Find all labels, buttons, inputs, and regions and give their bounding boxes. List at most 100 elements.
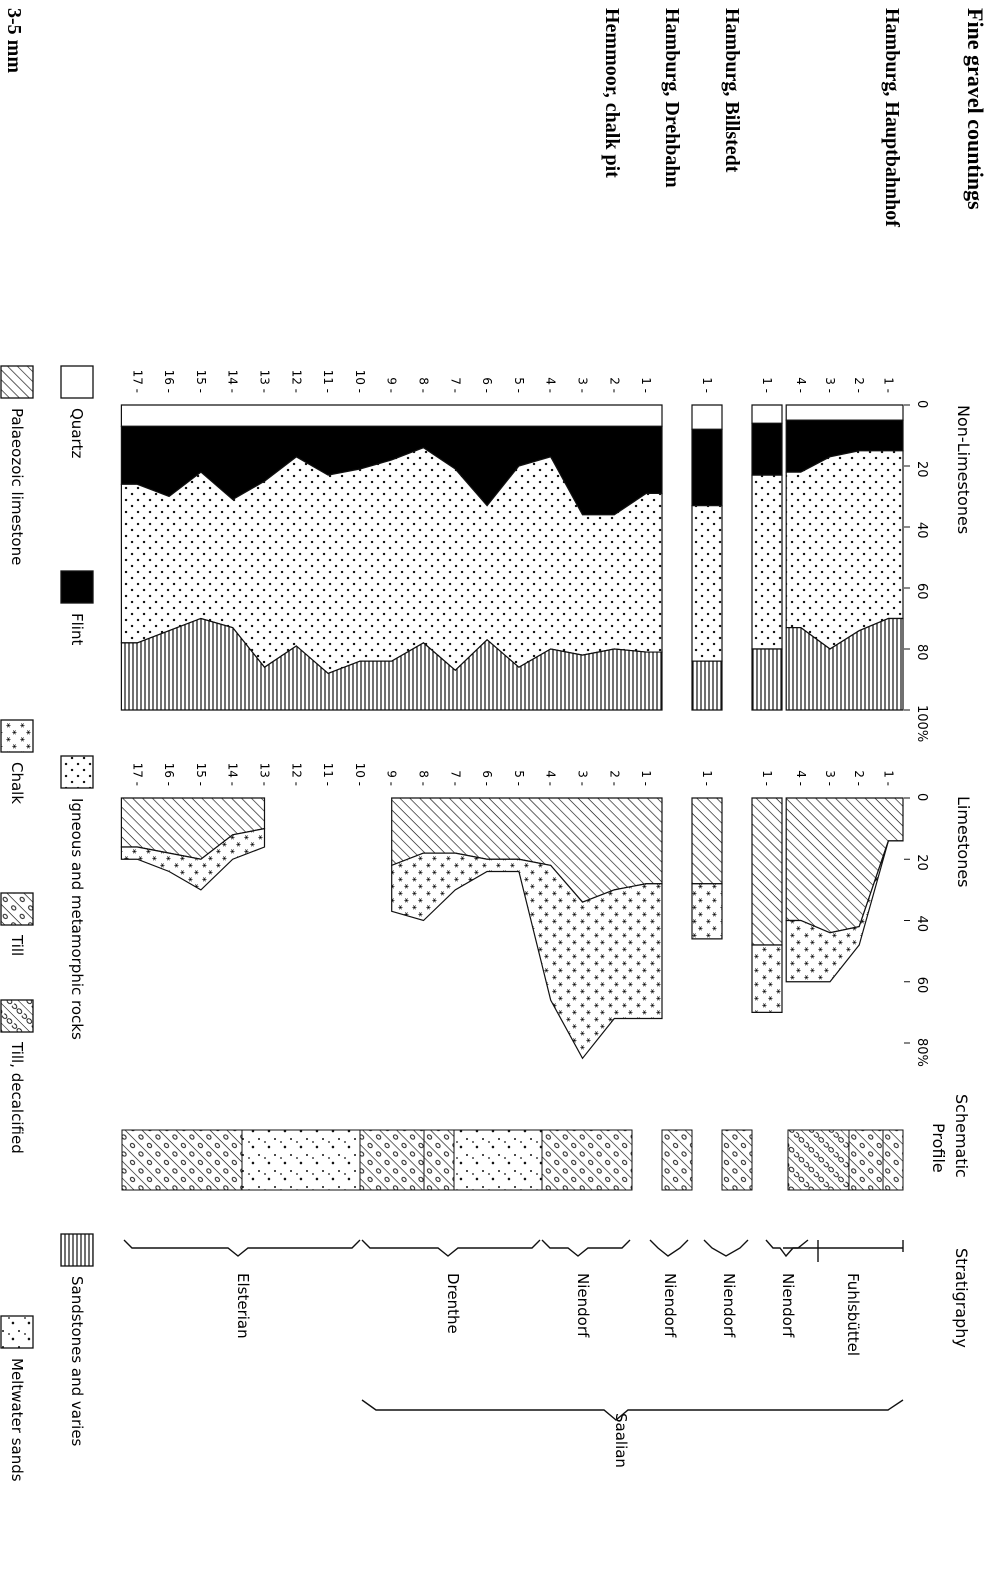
tick-label: 100% xyxy=(914,705,929,742)
legend-swatch xyxy=(0,365,34,399)
series-area xyxy=(751,944,783,1013)
sample-label: 2 - xyxy=(607,377,621,393)
tick-label: 40 xyxy=(914,522,929,539)
legend-label: Till xyxy=(8,934,26,956)
legend-swatch xyxy=(0,892,34,926)
sample-label: 4 - xyxy=(544,377,558,393)
legend-label: Flint xyxy=(68,613,86,645)
sample-label: 8 - xyxy=(417,377,431,393)
legend-label: Meltwater sands xyxy=(8,1358,26,1482)
sample-label: 9 - xyxy=(385,770,399,786)
header-stratigraphy: Stratigraphy xyxy=(952,1248,971,1348)
sample-label: 2 - xyxy=(607,770,621,786)
series-area xyxy=(691,505,723,662)
sample-label: 1 - xyxy=(700,770,714,786)
series-area xyxy=(785,797,904,934)
profile-block xyxy=(661,1129,693,1191)
schematic-profile xyxy=(121,1129,904,1191)
strat-brace xyxy=(123,1239,361,1257)
sample-label: 4 - xyxy=(794,377,808,393)
strat-label: Niendorf xyxy=(720,1273,738,1338)
header-non-limestones: Non-Limestones xyxy=(954,405,973,534)
sample-label: 11 - xyxy=(321,763,335,786)
tick-label: 40 xyxy=(914,916,929,933)
site-label: Hamburg, Drehbahn xyxy=(661,8,683,188)
tick-label: 20 xyxy=(914,854,929,871)
sample-label: 5 - xyxy=(512,377,526,393)
legend-label: Chalk xyxy=(8,762,26,804)
legend-swatch xyxy=(60,755,94,789)
sample-label: 1 - xyxy=(881,377,895,393)
legend-label: Igneous and metamorphic rocks xyxy=(68,798,86,1040)
sample-label: 13 - xyxy=(258,763,272,786)
strat-label: Saalian xyxy=(612,1413,630,1468)
strat-brace xyxy=(361,1399,904,1421)
sample-label: 17 - xyxy=(130,370,144,393)
profile-block xyxy=(721,1129,753,1191)
sample-label: 3 - xyxy=(823,770,837,786)
sample-label: 6 - xyxy=(480,770,494,786)
strat-brace xyxy=(649,1239,689,1257)
sample-label: 3 - xyxy=(576,770,590,786)
sample-label: 16 - xyxy=(162,370,176,393)
sample-label: 15 - xyxy=(194,763,208,786)
legend-swatch xyxy=(60,365,94,399)
sample-label: 13 - xyxy=(258,370,272,393)
profile-block xyxy=(359,1129,425,1191)
sample-label: 2 - xyxy=(852,377,866,393)
tick-label: 0 xyxy=(914,400,929,408)
sample-label: 1 - xyxy=(881,770,895,786)
tick-label: 80 xyxy=(914,644,929,661)
legend-label: Quartz xyxy=(68,408,86,459)
non-limestones-chart: 0 20 40 60 80 100% 1 - 2 - 3 - 4 - 1 - 1 - 1 - 2 - 3 -… xyxy=(120,370,929,742)
series-area xyxy=(691,883,723,940)
sample-label: 3 - xyxy=(823,377,837,393)
profile-block xyxy=(541,1129,633,1191)
sample-label: 1 - xyxy=(639,770,653,786)
tick-label: 80% xyxy=(914,1038,929,1067)
legend-swatch xyxy=(60,570,94,604)
sample-label: 8 - xyxy=(417,770,431,786)
series-area xyxy=(691,797,723,885)
series-area xyxy=(785,617,904,711)
legend-swatch xyxy=(0,719,34,753)
legend-label: Sandstones and varies xyxy=(68,1276,86,1447)
sample-label: 7 - xyxy=(448,770,462,786)
figure-title: Fine gravel countings xyxy=(963,8,988,210)
sample-label: 14 - xyxy=(226,763,240,786)
sample-label: 1 - xyxy=(639,377,653,393)
strat-label: Elsterian xyxy=(234,1273,252,1339)
sample-label: 16 - xyxy=(162,763,176,786)
profile-block xyxy=(848,1129,884,1191)
series-area xyxy=(751,404,783,424)
sample-label: 1 - xyxy=(700,377,714,393)
sample-label: 17 - xyxy=(130,763,144,786)
series-area xyxy=(691,660,723,711)
profile-block xyxy=(453,1129,543,1191)
profile-block xyxy=(787,1129,850,1191)
profile-block xyxy=(423,1129,455,1191)
legend: Quartz Flint Igneous and metamorphic rocks… xyxy=(0,365,94,1482)
site-label: Hamburg, Hauptbahnhof xyxy=(881,8,903,227)
series-area xyxy=(751,422,783,476)
sample-label: 9 - xyxy=(385,377,399,393)
sample-label: 2 - xyxy=(852,770,866,786)
legend-swatch xyxy=(0,999,34,1033)
sample-label: 6 - xyxy=(480,377,494,393)
strat-label: Niendorf xyxy=(779,1273,797,1338)
sample-label: 1 - xyxy=(760,770,774,786)
sample-label: 3 - xyxy=(576,377,590,393)
site-label: Hamburg, Billstedt xyxy=(721,8,743,173)
strat-brace xyxy=(361,1239,541,1257)
legend-swatch xyxy=(60,1233,94,1267)
strat-label: Niendorf xyxy=(574,1273,592,1338)
sample-label: 5 - xyxy=(512,770,526,786)
sample-label: 11 - xyxy=(321,370,335,393)
header-limestones: Limestones xyxy=(954,796,973,888)
limestones-chart: 0 20 40 60 80% 1 - 2 - 3 - 4 - 1 - 1 - 1 - 2 - 3 - 4 -… xyxy=(120,763,929,1067)
size-label: 3-5 mm xyxy=(3,8,25,73)
sample-label: 14 - xyxy=(226,370,240,393)
strat-brace xyxy=(541,1239,631,1257)
profile-block xyxy=(121,1129,243,1191)
